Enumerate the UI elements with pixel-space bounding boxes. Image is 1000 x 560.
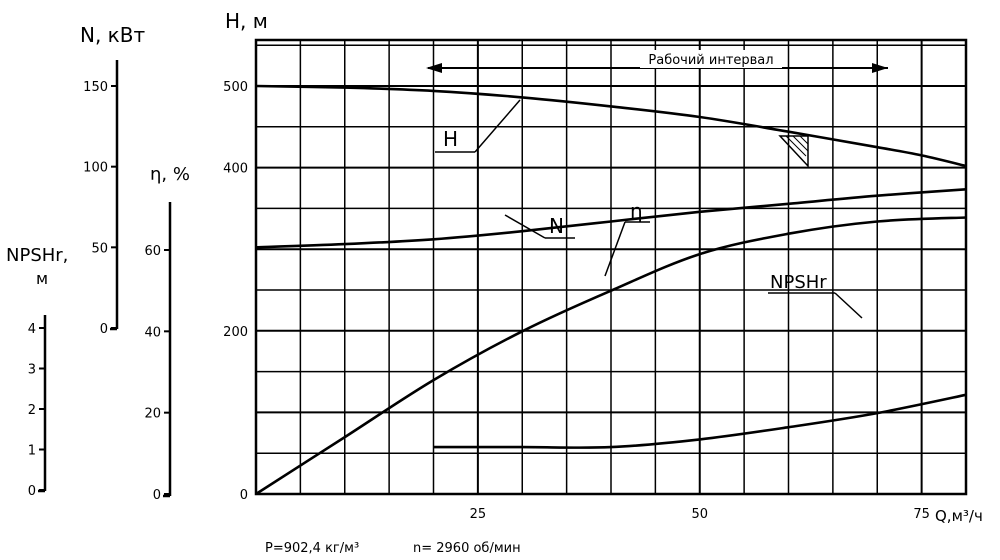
npsh-axis-title-line1: NPSHr, <box>6 245 68 266</box>
n-axis-tick-label: 50 <box>91 241 108 256</box>
series-label-eta: η <box>604 199 650 277</box>
eta-axis-tick-label: 60 <box>144 244 161 259</box>
x-axis-tick-label: 75 <box>913 507 930 522</box>
n-axis-tick-label: 150 <box>83 80 108 95</box>
plot-border <box>254 38 968 496</box>
x-axis-tick-label: 25 <box>470 507 487 522</box>
h-axis-tick-label: 500 <box>223 80 248 95</box>
working-interval-arrowhead-left <box>426 63 442 73</box>
npsh-axis-tick-label: 0 <box>28 484 36 499</box>
n-axis-title: N, кВт <box>80 23 145 47</box>
series-label-npshr: NPSHr <box>768 272 863 319</box>
working-interval-label: Рабочий интервал <box>648 53 773 68</box>
h-axis-title: H, м <box>225 9 268 33</box>
eta-axis-tick-label: 40 <box>144 325 161 340</box>
series-label-n-leader <box>504 214 546 239</box>
hatch-line <box>799 135 809 145</box>
working-interval-arrowhead-right <box>872 63 888 73</box>
hatch-line <box>785 135 807 157</box>
npsh-axis-tick-label: 2 <box>28 403 36 418</box>
series-label-n: N <box>504 214 575 239</box>
series-label-eta-leader <box>604 221 626 277</box>
series-line-eta <box>255 216 967 496</box>
footer-speed: n= 2960 об/мин <box>413 541 521 556</box>
series-layer <box>255 84 967 496</box>
hatch-marker <box>778 135 809 168</box>
working-interval-annotation: Рабочий интервал <box>426 50 888 73</box>
working-interval-label-bg <box>640 50 782 68</box>
npsh-axis-title-line2: м <box>36 269 48 288</box>
footer-density: P=902,4 кг/м³ <box>265 541 359 556</box>
series-label-n-text: N <box>549 214 564 238</box>
n-axis-tick-label: 100 <box>83 161 108 176</box>
h-axis-tick-label: 200 <box>223 325 248 340</box>
series-label-h-leader <box>474 99 521 153</box>
series-line-H <box>255 84 967 168</box>
h-axis-tick-label: 0 <box>240 488 248 503</box>
series-label-h-text: H <box>443 127 458 151</box>
npsh-axis-tick-label: 3 <box>28 363 36 378</box>
h-axis-tick-label: 400 <box>223 162 248 177</box>
npsh-axis-tick-label: 1 <box>28 444 36 459</box>
eta-axis-title: η, % <box>150 164 190 185</box>
n-axis-tick-label: 0 <box>100 322 108 337</box>
x-axis-title: Q,м³/ч <box>935 507 983 525</box>
plot-frame <box>254 38 968 496</box>
series-label-npshr-text: NPSHr <box>770 272 827 293</box>
series-label-eta-text: η <box>630 199 643 223</box>
hatch-line <box>792 135 809 152</box>
series-label-h: H <box>435 99 521 153</box>
series-label-npshr-leader <box>834 292 863 319</box>
series-line-N <box>255 188 967 249</box>
eta-axis-tick-label: 0 <box>153 488 161 503</box>
eta-axis-tick-label: 20 <box>144 407 161 422</box>
series-line-npsh <box>433 393 967 449</box>
left-axes <box>38 60 172 498</box>
x-axis-tick-label: 50 <box>691 507 708 522</box>
npsh-axis-tick-label: 4 <box>28 322 36 337</box>
